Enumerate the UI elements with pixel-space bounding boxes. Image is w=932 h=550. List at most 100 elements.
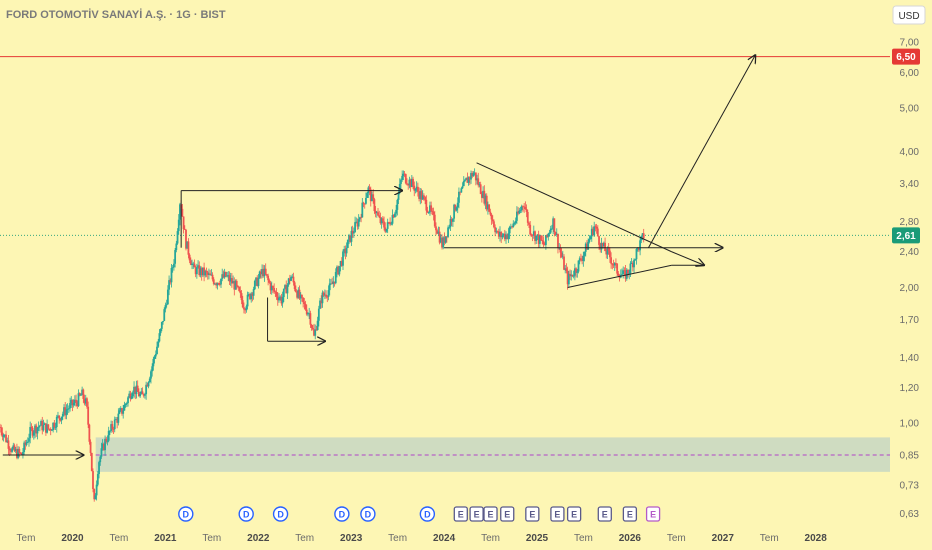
- candle-body: [47, 424, 50, 429]
- candle-body: [450, 218, 453, 222]
- candle-body: [580, 258, 582, 261]
- triangle-lower-line[interactable]: [567, 264, 672, 288]
- earnings-label: E: [602, 509, 608, 519]
- candle-body: [511, 226, 513, 228]
- candle-body: [435, 226, 437, 231]
- candle-body: [484, 195, 487, 204]
- candle-body: [501, 235, 504, 238]
- candle-body: [24, 442, 27, 445]
- earnings-event[interactable]: E: [483, 506, 498, 522]
- earnings-event[interactable]: E: [453, 506, 468, 522]
- candle-body: [530, 234, 533, 236]
- earnings-event[interactable]: E: [566, 506, 582, 522]
- dividend-event[interactable]: D: [419, 506, 436, 522]
- demand-zone-layer: [95, 437, 890, 472]
- candle-body: [274, 291, 277, 293]
- earnings-event[interactable]: E: [622, 506, 638, 522]
- y-tick-label: 1,20: [900, 383, 920, 394]
- candle-body: [496, 231, 499, 233]
- candle-body: [377, 212, 379, 216]
- earnings-event[interactable]: E: [500, 506, 515, 522]
- dividend-event[interactable]: D: [238, 506, 254, 522]
- candle-body: [519, 209, 522, 211]
- candle-body: [464, 179, 466, 182]
- candle-body: [635, 248, 638, 260]
- drawings-layer[interactable]: [2, 55, 756, 455]
- candle-body: [252, 289, 255, 296]
- candle-body: [468, 177, 471, 180]
- candle-body: [179, 204, 181, 220]
- earnings-event[interactable]: E: [525, 506, 540, 522]
- candle-body: [449, 218, 452, 228]
- dividend-event[interactable]: D: [360, 506, 376, 522]
- candle-body: [263, 268, 266, 277]
- candle-body: [383, 221, 385, 228]
- candle-body: [332, 281, 335, 284]
- candle-body: [507, 233, 510, 239]
- candle-body: [415, 186, 418, 189]
- candle-body: [147, 381, 150, 387]
- candle-body: [354, 222, 356, 233]
- candle-body: [431, 210, 434, 212]
- candle-body: [194, 267, 197, 275]
- candle-body: [166, 289, 169, 305]
- candle-body: [174, 250, 177, 264]
- candle-body: [139, 393, 141, 397]
- candle-body: [302, 297, 305, 303]
- candle-body: [294, 289, 297, 292]
- candle-body: [310, 324, 313, 328]
- dividend-icon: [419, 506, 436, 522]
- candle-body: [373, 199, 376, 212]
- candle-body: [217, 282, 220, 285]
- candle-body: [625, 269, 628, 279]
- candle-body: [412, 178, 414, 186]
- candle-body: [93, 488, 96, 500]
- candle-body: [483, 190, 486, 204]
- dividend-event[interactable]: D: [334, 506, 350, 522]
- breakout-arrow[interactable]: [648, 55, 755, 248]
- currency-button[interactable]: USD: [892, 5, 926, 25]
- candle-body: [506, 234, 509, 239]
- candle-body: [529, 224, 532, 235]
- candle-body: [221, 274, 224, 279]
- candle-body: [158, 333, 161, 342]
- candle-body: [128, 393, 131, 398]
- candle-body: [159, 328, 162, 334]
- candle-body: [616, 263, 619, 274]
- candle-body: [582, 255, 585, 261]
- earnings-event[interactable]: E: [550, 506, 565, 522]
- candle-body: [534, 231, 536, 241]
- candle-body: [67, 408, 70, 410]
- earnings-event[interactable]: E: [469, 506, 484, 522]
- candle-body: [520, 206, 523, 210]
- earnings-event[interactable]: E: [597, 506, 612, 522]
- candle-body: [46, 424, 49, 433]
- candle-body: [12, 445, 15, 449]
- candle-body: [613, 263, 616, 266]
- earnings-label: E: [650, 509, 656, 519]
- candle-body: [18, 448, 21, 453]
- dividend-event[interactable]: D: [272, 506, 289, 522]
- dividend-icon: [334, 506, 350, 522]
- candle-body: [402, 173, 405, 176]
- candle-body: [36, 427, 39, 434]
- candle-body: [401, 175, 404, 180]
- triangle-upper-line[interactable]: [476, 162, 672, 253]
- candle-body: [163, 309, 166, 321]
- triangle-apex-arrow[interactable]: [671, 251, 705, 266]
- candle-body: [208, 273, 210, 275]
- candle-body: [466, 177, 469, 183]
- candle-body: [164, 305, 167, 310]
- candle-body: [416, 186, 419, 192]
- candle-body: [181, 208, 184, 217]
- candle-body: [531, 234, 534, 236]
- candle-body: [173, 263, 175, 268]
- candle-body: [460, 188, 463, 193]
- candle-body: [99, 456, 102, 463]
- earnings-event[interactable]: E: [645, 506, 661, 522]
- candle-body: [462, 181, 465, 187]
- dividend-event[interactable]: D: [178, 506, 194, 522]
